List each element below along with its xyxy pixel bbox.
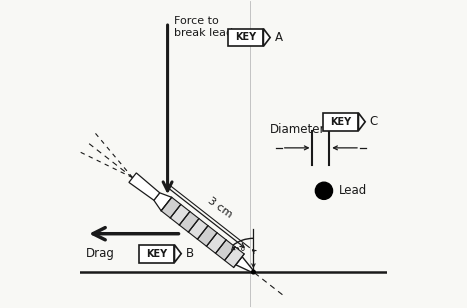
Text: KEY: KEY bbox=[330, 117, 351, 127]
Text: C: C bbox=[370, 115, 378, 128]
Polygon shape bbox=[236, 257, 254, 273]
Circle shape bbox=[252, 270, 255, 274]
Text: 3 cm: 3 cm bbox=[206, 196, 234, 220]
Polygon shape bbox=[198, 226, 217, 246]
Text: Lead: Lead bbox=[339, 184, 367, 197]
Polygon shape bbox=[359, 113, 365, 131]
Polygon shape bbox=[188, 219, 208, 239]
FancyBboxPatch shape bbox=[323, 113, 359, 131]
FancyBboxPatch shape bbox=[139, 245, 175, 262]
Circle shape bbox=[315, 182, 333, 199]
Polygon shape bbox=[179, 212, 199, 232]
Polygon shape bbox=[206, 233, 226, 253]
Polygon shape bbox=[129, 173, 160, 200]
Text: Drag: Drag bbox=[86, 247, 115, 260]
Text: 38°: 38° bbox=[226, 247, 246, 257]
Text: A: A bbox=[275, 31, 283, 44]
Polygon shape bbox=[175, 245, 181, 262]
Text: Diameter: Diameter bbox=[269, 123, 325, 136]
Polygon shape bbox=[263, 29, 270, 47]
Polygon shape bbox=[225, 247, 244, 267]
Text: B: B bbox=[186, 247, 194, 260]
Text: KEY: KEY bbox=[146, 249, 167, 259]
FancyBboxPatch shape bbox=[228, 29, 263, 47]
Polygon shape bbox=[216, 240, 235, 260]
Text: KEY: KEY bbox=[235, 32, 256, 43]
Text: Force to
break lead: Force to break lead bbox=[174, 16, 233, 38]
Polygon shape bbox=[170, 205, 190, 225]
Polygon shape bbox=[154, 193, 172, 211]
Polygon shape bbox=[161, 197, 181, 218]
